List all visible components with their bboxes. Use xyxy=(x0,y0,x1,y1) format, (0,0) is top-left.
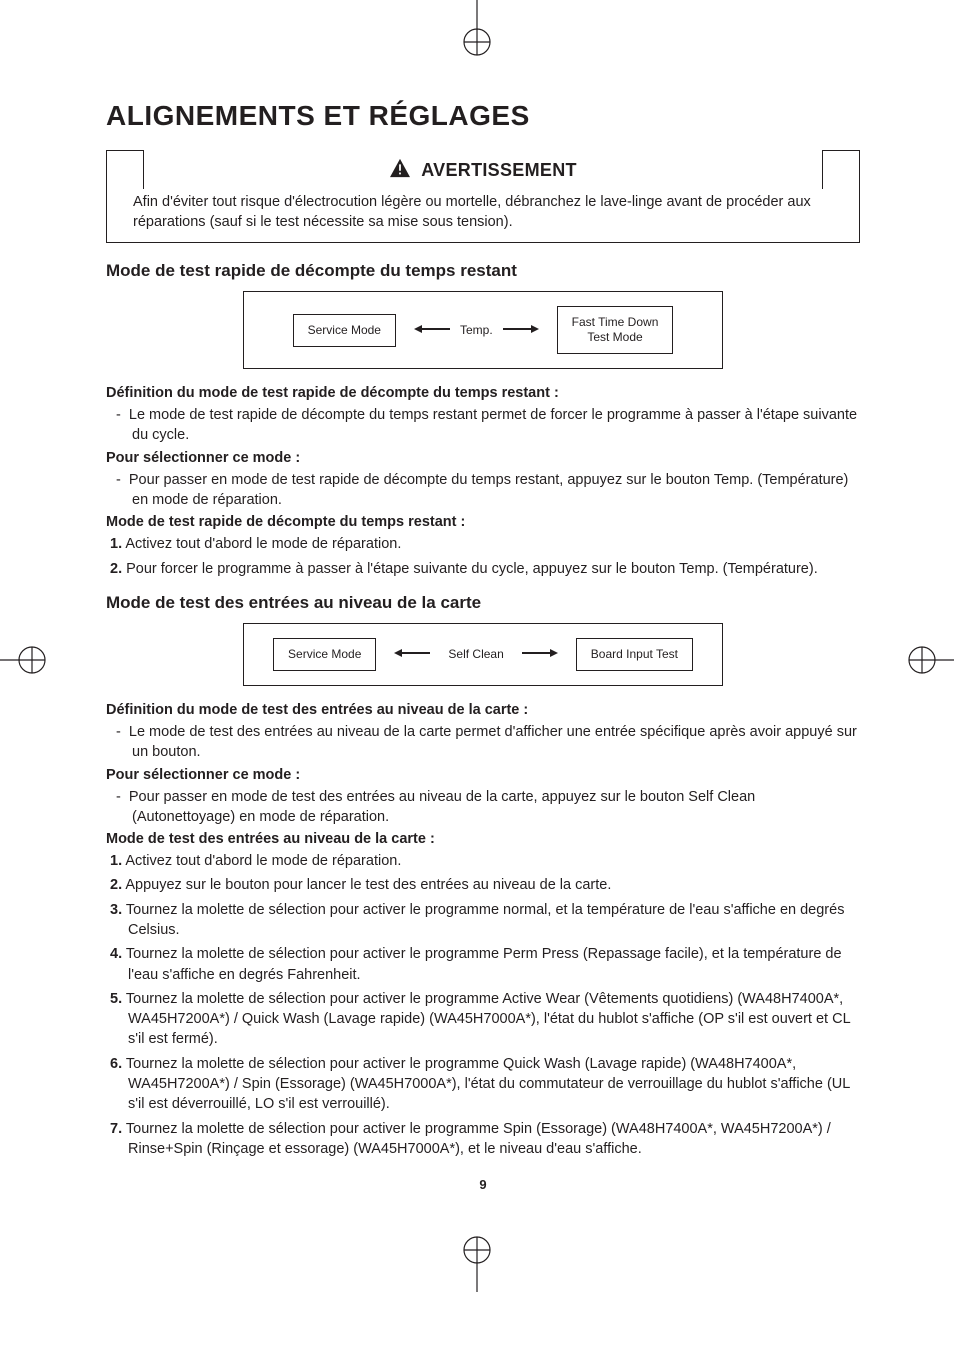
s2-mode-title: Mode de test des entrées au niveau de la… xyxy=(106,831,860,847)
s2-select-item: - Pour passer en mode de test des entrée… xyxy=(106,787,860,828)
s1-step1-text: Activez tout d'abord le mode de réparati… xyxy=(125,536,401,552)
registration-mark-right xyxy=(904,640,954,680)
s1-select-title: Pour sélectionner ce mode : xyxy=(106,450,860,466)
section1-heading: Mode de test rapide de décompte du temps… xyxy=(106,261,860,281)
s1-step2-text: Pour forcer le programme à passer à l'ét… xyxy=(126,561,818,577)
registration-mark-bottom xyxy=(457,1232,497,1292)
s2-step6: 6. Tournez la molette de sélection pour … xyxy=(106,1054,860,1115)
s2-step7-text: Tournez la molette de sélection pour act… xyxy=(126,1121,831,1157)
s2-def-item-text: Le mode de test des entrées au niveau de… xyxy=(129,724,857,760)
s1-def-item: - Le mode de test rapide de décompte du … xyxy=(106,405,860,446)
s2-def-item: - Le mode de test des entrées au niveau … xyxy=(106,722,860,763)
warning-icon xyxy=(389,158,411,183)
page-title: ALIGNEMENTS ET RÉGLAGES xyxy=(106,100,860,132)
registration-mark-left xyxy=(0,640,50,680)
s2-step6-text: Tournez la molette de sélection pour act… xyxy=(126,1056,850,1113)
warning-box: AVERTISSEMENT Afin d'éviter tout risque … xyxy=(106,150,860,243)
registration-mark-top xyxy=(457,0,497,60)
s1-select-item-text: Pour passer en mode de test rapide de dé… xyxy=(129,472,849,508)
document-page: ALIGNEMENTS ET RÉGLAGES AVERTISSEMENT Af… xyxy=(0,0,954,1292)
warning-label: AVERTISSEMENT xyxy=(421,160,577,181)
flow2-node-right: Board Input Test xyxy=(576,638,693,671)
s2-step5-text: Tournez la molette de sélection pour act… xyxy=(126,991,850,1048)
flow2-mid-label: Self Clean xyxy=(448,647,503,661)
flow1-node-right: Fast Time Down Test Mode xyxy=(557,306,674,354)
arrow-right-icon xyxy=(522,645,558,663)
s2-step2-text: Appuyez sur le bouton pour lancer le tes… xyxy=(125,877,611,893)
s2-step2: 2. Appuyez sur le bouton pour lancer le … xyxy=(106,875,860,895)
section2-heading: Mode de test des entrées au niveau de la… xyxy=(106,593,860,613)
arrow-right-icon xyxy=(503,321,539,339)
s1-def-item-text: Le mode de test rapide de décompte du te… xyxy=(129,407,857,443)
flow1-arrow-group: Temp. xyxy=(414,321,539,339)
s2-step3: 3. Tournez la molette de sélection pour … xyxy=(106,900,860,941)
s1-mode-title: Mode de test rapide de décompte du temps… xyxy=(106,514,860,530)
page-number: 9 xyxy=(106,1177,860,1192)
warning-text: Afin d'éviter tout risque d'électrocutio… xyxy=(107,189,859,232)
s2-step4: 4. Tournez la molette de sélection pour … xyxy=(106,944,860,985)
s2-select-title: Pour sélectionner ce mode : xyxy=(106,767,860,783)
arrow-left-icon xyxy=(394,645,430,663)
s2-step3-text: Tournez la molette de sélection pour act… xyxy=(126,902,845,938)
s2-step1: 1. Activez tout d'abord le mode de répar… xyxy=(106,851,860,871)
s2-def-title: Définition du mode de test des entrées a… xyxy=(106,702,860,718)
s2-step4-text: Tournez la molette de sélection pour act… xyxy=(126,946,842,982)
arrow-left-icon xyxy=(414,321,450,339)
s1-step1: 1. Activez tout d'abord le mode de répar… xyxy=(106,534,860,554)
flow-diagram-2: Service Mode Self Clean Board Input Test xyxy=(243,623,723,686)
s2-step1-text: Activez tout d'abord le mode de réparati… xyxy=(125,853,401,869)
s2-step5: 5. Tournez la molette de sélection pour … xyxy=(106,989,860,1050)
s1-select-item: - Pour passer en mode de test rapide de … xyxy=(106,470,860,511)
s1-step2: 2. Pour forcer le programme à passer à l… xyxy=(106,559,860,579)
flow1-mid-label: Temp. xyxy=(460,323,493,337)
flow-diagram-1: Service Mode Temp. Fast Time Down Test M… xyxy=(243,291,723,369)
s2-step7: 7. Tournez la molette de sélection pour … xyxy=(106,1119,860,1160)
flow2-node-left: Service Mode xyxy=(273,638,376,671)
s2-select-item-text: Pour passer en mode de test des entrées … xyxy=(129,789,755,825)
warning-header: AVERTISSEMENT xyxy=(143,150,823,189)
s1-def-title: Définition du mode de test rapide de déc… xyxy=(106,385,860,401)
flow1-node-left: Service Mode xyxy=(293,314,396,347)
